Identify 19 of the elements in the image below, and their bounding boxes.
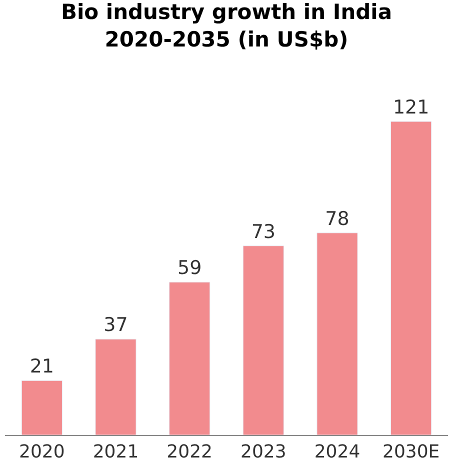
data-label: 73 — [251, 220, 276, 243]
data-label: 37 — [104, 314, 128, 336]
x-tick-label: 2021 — [92, 442, 139, 463]
bar — [21, 380, 62, 435]
data-label: 78 — [325, 208, 350, 230]
chart-title: Bio industry growth in India 2020-2035 (in US$b) — [60, 0, 392, 52]
bar — [242, 246, 284, 435]
bar — [95, 338, 136, 435]
bar — [390, 121, 432, 435]
x-tick-label: 2024 — [314, 442, 360, 463]
x-tick-label: 2023 — [240, 442, 286, 463]
x-tick-label: 2022 — [166, 442, 212, 463]
x-tick-label: 2030E — [382, 442, 440, 463]
data-label: 59 — [177, 257, 202, 280]
x-tick-label: 2020 — [19, 442, 65, 463]
bar — [316, 232, 358, 435]
data-label: 121 — [392, 96, 430, 118]
data-label: 21 — [30, 356, 54, 378]
bar — [169, 282, 210, 435]
